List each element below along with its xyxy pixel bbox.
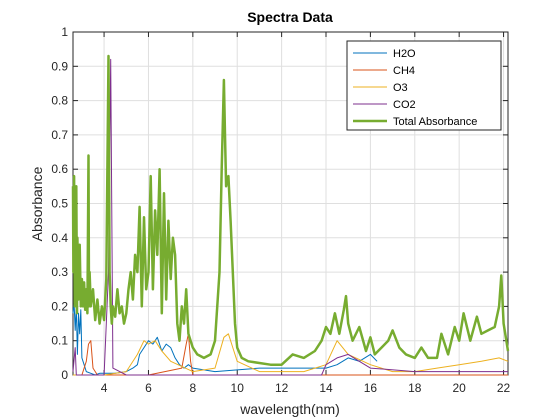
legend-label: H2O: [393, 48, 416, 60]
x-tick-label: 12: [275, 381, 289, 395]
y-tick-label: 0.7: [51, 128, 68, 142]
x-tick-label: 20: [452, 381, 466, 395]
y-tick-label: 0.4: [51, 231, 68, 245]
series-line-o3: [73, 333, 509, 376]
x-tick-label: 4: [101, 381, 108, 395]
series-line-co2: [72, 58, 508, 376]
y-tick-label: 0.8: [51, 94, 68, 108]
y-tick-label: 0.5: [51, 197, 68, 211]
y-tick-label: 1: [61, 25, 68, 39]
y-tick-label: 0.1: [51, 334, 68, 348]
x-tick-label: 10: [231, 381, 245, 395]
x-tick-label: 14: [319, 381, 333, 395]
legend-box: [346, 40, 502, 131]
legend-label: Total Absorbance: [393, 116, 477, 128]
series-lines: [71, 54, 510, 376]
y-tick-label: 0.2: [51, 299, 68, 313]
legend-label: CO2: [393, 99, 416, 111]
x-tick-label: 22: [497, 381, 511, 395]
legend-label: CH4: [393, 65, 415, 77]
tick-labels: 4 6 8 10 12 14 16 18 20 22 0 0.1 0.2 0.3 0.4 0.5 0.6 0.7 0…: [51, 25, 510, 395]
x-tick-label: 18: [408, 381, 422, 395]
chart-title: Spectra Data: [247, 9, 333, 25]
y-tick-label: 0.6: [51, 162, 68, 176]
x-tick-label: 16: [364, 381, 378, 395]
y-axis-label: Absorbance: [29, 166, 45, 241]
series-line-h2o: [72, 302, 378, 376]
x-tick-label: 8: [190, 381, 197, 395]
y-tick-label: 0: [61, 368, 68, 382]
series-line-total-absorbance: [71, 54, 510, 366]
legend: H2O CH4 O3 CO2 Total Absorbance: [346, 40, 502, 131]
y-tick-label: 0.3: [51, 265, 68, 279]
y-tick-label: 0.9: [51, 59, 68, 73]
x-tick-label: 6: [145, 381, 152, 395]
legend-label: O3: [393, 82, 408, 94]
x-axis-label: wavelength(nm): [239, 401, 340, 417]
